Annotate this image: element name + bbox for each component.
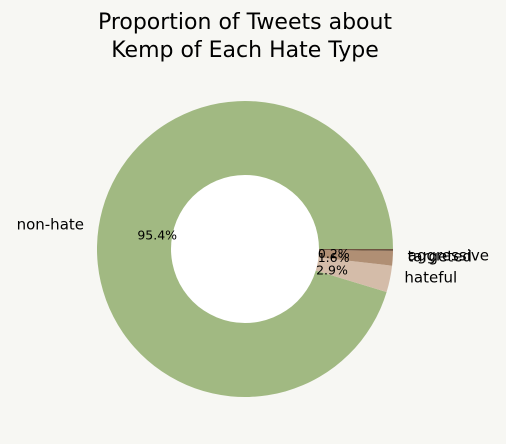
- donut-hole: [171, 175, 319, 323]
- slice-label-targeted: targeted: [408, 248, 472, 266]
- labels-group: 95.4% non-hate 2.9% hateful 1.6% targeted 0.2%…: [17, 216, 489, 287]
- pct-label-aggressive: 0.2%: [318, 246, 350, 261]
- slice-label-aggressive: aggressive: [408, 247, 489, 265]
- pct-label-non-hate: 95.4%: [137, 227, 177, 242]
- slice-label-non-hate: non-hate: [17, 216, 84, 234]
- pct-label-hateful: 2.9%: [316, 263, 348, 278]
- slice-label-hateful: hateful: [404, 269, 457, 287]
- chart-title-line-2: Kemp of Each Hate Type: [111, 38, 379, 63]
- pct-label-targeted: 1.6%: [318, 250, 350, 265]
- chart-title-line-1: Proportion of Tweets about: [98, 10, 392, 35]
